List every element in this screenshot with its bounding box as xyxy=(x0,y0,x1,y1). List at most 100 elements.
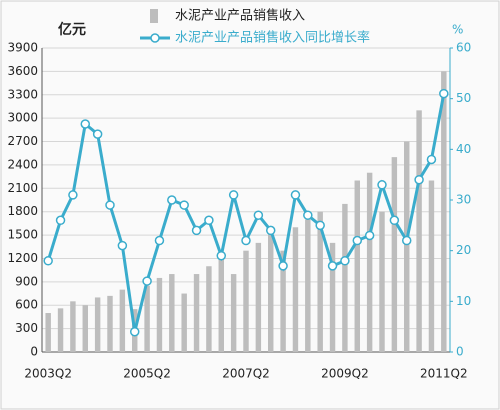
line-marker xyxy=(303,210,313,220)
bar xyxy=(342,203,348,352)
bar xyxy=(169,274,175,352)
line-marker xyxy=(43,256,53,266)
legend-swatch xyxy=(150,9,158,23)
y2-tick-label: 20 xyxy=(456,243,471,257)
y2-tick-label: 0 xyxy=(456,345,464,359)
bar xyxy=(305,219,311,352)
bar xyxy=(144,285,150,352)
x-tick-label: 2007Q2 xyxy=(222,367,270,381)
legend-label: 水泥产业产品销售收入同比增长率 xyxy=(175,30,370,46)
y-tick-label: 3600 xyxy=(7,64,38,78)
y-tick-label: 1800 xyxy=(7,204,38,218)
line-marker xyxy=(377,180,387,190)
bar xyxy=(82,305,88,352)
line-marker xyxy=(340,256,350,266)
line-marker xyxy=(191,225,202,236)
x-tick-label: 2009Q2 xyxy=(321,367,369,381)
line-marker xyxy=(389,215,400,226)
line-marker xyxy=(426,154,437,165)
bar xyxy=(193,274,200,352)
legend-label: 水泥产业产品销售收入 xyxy=(175,8,305,24)
y2-tick-label: 10 xyxy=(456,294,471,308)
y2-tick-label: 60 xyxy=(456,41,471,55)
bar xyxy=(416,110,422,352)
bar xyxy=(107,295,113,352)
x-tick-label: 2005Q2 xyxy=(123,367,171,381)
y-tick-label: 2400 xyxy=(7,157,38,171)
x-tick-label: 2011Q2 xyxy=(420,367,468,381)
line-marker xyxy=(414,174,424,185)
y2-tick-label: 30 xyxy=(456,193,471,207)
line-marker xyxy=(228,190,239,200)
line-marker xyxy=(105,200,115,210)
y2-tick-label: 50 xyxy=(456,91,471,105)
bar xyxy=(317,211,323,352)
bar xyxy=(354,180,360,352)
y-tick-label: 2100 xyxy=(7,181,38,195)
line-marker xyxy=(265,225,276,236)
y-tick-label: 300 xyxy=(15,321,38,335)
line-marker xyxy=(179,200,189,210)
bar xyxy=(268,227,274,352)
bar xyxy=(156,277,163,352)
y-tick-label: 2700 xyxy=(7,134,38,148)
line-marker xyxy=(327,261,338,271)
bar xyxy=(230,274,237,352)
line-marker xyxy=(241,235,251,246)
line-marker xyxy=(315,220,325,231)
line-marker xyxy=(204,215,214,226)
line-marker xyxy=(401,235,412,246)
line-marker xyxy=(80,119,91,129)
line-marker xyxy=(352,235,363,246)
bar xyxy=(428,180,435,352)
bar xyxy=(441,71,447,352)
y-tick-label: 0 xyxy=(30,345,38,359)
bar xyxy=(94,297,101,352)
bar xyxy=(329,242,336,352)
bar xyxy=(379,211,385,352)
y-tick-label: 3900 xyxy=(7,41,38,55)
bar xyxy=(181,293,187,352)
bar xyxy=(292,227,299,352)
line-marker xyxy=(290,190,301,200)
y2-axis-label: % xyxy=(452,23,463,37)
line-marker xyxy=(117,240,128,251)
y-tick-label: 600 xyxy=(15,298,38,312)
bar xyxy=(404,141,410,352)
bar xyxy=(280,250,286,352)
bar xyxy=(45,313,51,352)
line-marker xyxy=(68,190,78,200)
line-marker xyxy=(167,195,177,205)
bar xyxy=(57,308,64,352)
y-axis-label: 亿元 xyxy=(58,21,86,38)
bar xyxy=(119,289,126,352)
line-marker xyxy=(216,250,227,261)
y-tick-label: 900 xyxy=(15,274,38,288)
bar xyxy=(70,301,76,352)
line-marker xyxy=(55,215,66,226)
bar xyxy=(218,258,224,352)
bar xyxy=(366,172,373,352)
bar xyxy=(391,157,398,352)
legend-swatch xyxy=(150,33,160,43)
y-tick-label: 1500 xyxy=(7,228,38,242)
y-tick-label: 1200 xyxy=(7,251,38,265)
bar xyxy=(206,266,212,352)
line-marker xyxy=(154,235,165,246)
bar xyxy=(255,242,262,352)
line-marker xyxy=(278,261,288,271)
line-marker xyxy=(129,326,140,337)
line-marker xyxy=(439,88,449,99)
x-tick-label: 2003Q2 xyxy=(24,367,72,381)
line-marker xyxy=(92,129,103,139)
y-tick-label: 3300 xyxy=(7,87,38,101)
line-marker xyxy=(142,276,152,286)
y2-tick-label: 40 xyxy=(456,142,471,156)
bar xyxy=(243,250,249,352)
line-marker xyxy=(364,230,375,241)
y-tick-label: 3000 xyxy=(7,111,38,125)
line-marker xyxy=(253,210,264,220)
